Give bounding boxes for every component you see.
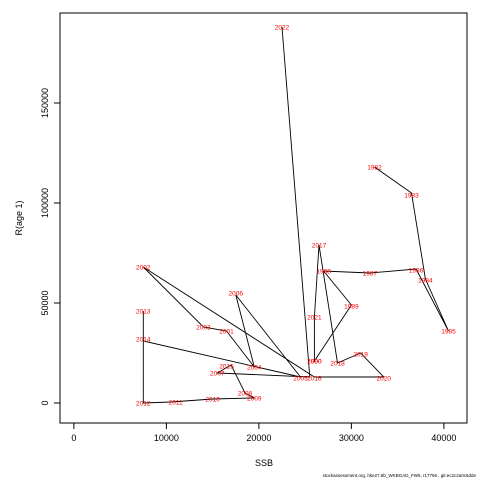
plot-frame xyxy=(59,12,468,424)
year-label: 1990 xyxy=(307,358,322,365)
year-label: 2012 xyxy=(136,400,151,407)
y-axis-label: R(age 1) xyxy=(14,200,24,235)
year-labels: 1982 1983 1984 1985 1986 1987 1988 1989 1990 2021… xyxy=(136,24,456,407)
year-label: 2011 xyxy=(169,399,183,406)
year-label: 2006 xyxy=(229,290,244,297)
year-label: 2014 xyxy=(136,336,151,343)
year-label: 2010 xyxy=(205,396,220,403)
y-tick-label: 50000 xyxy=(40,290,50,315)
year-label: 1982 xyxy=(367,164,382,171)
year-label: 2013 xyxy=(136,308,151,315)
x-tick-label: 0 xyxy=(71,433,76,443)
axes: 0 10000 20000 30000 40000 0 50000 100000 150000 xyxy=(40,88,456,443)
y-tick-label: 0 xyxy=(40,400,50,405)
year-label: 1986 xyxy=(409,267,424,274)
footer-note: stockassessment.org, hke27.8b_WKBGAD_FW5… xyxy=(322,473,476,478)
x-tick-label: 30000 xyxy=(339,433,364,443)
series-lines xyxy=(142,26,449,404)
year-label: 1989 xyxy=(344,303,359,310)
year-label: 2016 xyxy=(307,375,322,382)
y-tick-label: 100000 xyxy=(40,188,50,218)
year-label: 2020 xyxy=(377,375,392,382)
year-label: 1985 xyxy=(441,328,456,335)
year-label: 1987 xyxy=(363,270,378,277)
year-label: 2017 xyxy=(312,242,327,249)
year-label: 1983 xyxy=(404,192,419,199)
x-tick-label: 10000 xyxy=(154,433,179,443)
x-axis-label: SSB xyxy=(255,458,273,468)
x-tick-label: 40000 xyxy=(431,433,456,443)
year-label: 1988 xyxy=(316,268,331,275)
year-label: 2018 xyxy=(330,360,345,367)
y-tick-label: 150000 xyxy=(40,88,50,118)
year-label: 2022 xyxy=(275,24,290,31)
year-label: 2002 xyxy=(136,264,151,271)
year-label: 2008 xyxy=(238,390,253,397)
year-label: 2003 xyxy=(196,324,211,331)
year-label: 2015 xyxy=(219,363,234,370)
year-label: 1984 xyxy=(418,277,433,284)
year-label: 2004 xyxy=(247,364,262,371)
year-label: 2001 xyxy=(219,328,234,335)
year-label: 2007 xyxy=(210,370,225,377)
year-label: 2009 xyxy=(247,395,262,402)
x-tick-label: 20000 xyxy=(246,433,271,443)
series-line xyxy=(142,26,449,404)
year-label: 2021 xyxy=(307,314,322,321)
year-label: 2019 xyxy=(353,351,368,358)
year-label: 2000 xyxy=(307,358,322,365)
year-label: 2005 xyxy=(293,375,308,382)
